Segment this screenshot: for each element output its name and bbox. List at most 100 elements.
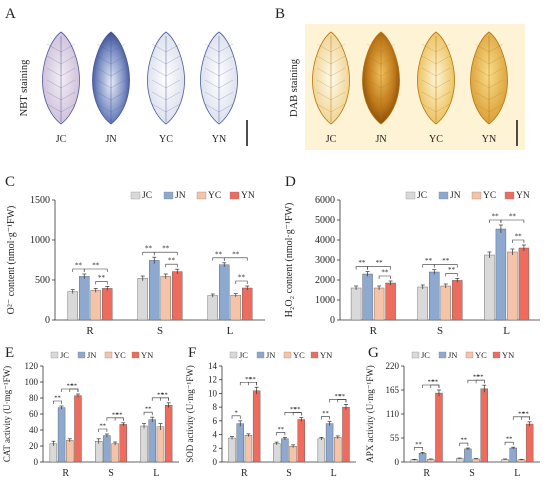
bar-JN-S <box>149 260 160 321</box>
y-tick-label: 60 <box>29 409 39 419</box>
legend-swatch-YC <box>471 191 482 200</box>
legend-swatch-YN <box>229 191 240 200</box>
legend-swatch-JN <box>256 351 265 359</box>
leaf-label-YN: YN <box>212 134 226 145</box>
bar-JC-L <box>207 295 218 321</box>
legend-swatch-YN <box>504 191 515 200</box>
panel-letter-G: G <box>368 345 379 361</box>
legend: JC JN YC YN <box>130 191 255 201</box>
bracket-line <box>445 273 458 277</box>
leaf-vein <box>151 55 167 65</box>
panel-letter-C: C <box>5 174 15 190</box>
legend-label-JN: JN <box>450 191 461 201</box>
bar-JN-S <box>103 435 111 463</box>
bracket-line <box>475 379 485 384</box>
leaf-vein <box>165 79 181 89</box>
leaf-vein <box>435 43 451 53</box>
bar-JN-R <box>236 423 244 463</box>
leaf-label-JC: JC <box>326 134 337 145</box>
bracket-line <box>248 381 257 386</box>
bar-JN-L <box>495 228 507 321</box>
leaf-label-YC: YC <box>159 134 173 145</box>
significance-stars: ** <box>492 213 500 221</box>
leaf-vein <box>474 55 490 65</box>
x-tick-label-S: S <box>286 468 292 479</box>
legend-label-YC: YC <box>293 350 305 360</box>
panel-letter-D: D <box>285 174 296 190</box>
significance-bracket: ** <box>500 213 525 223</box>
bar-JN-S <box>429 271 440 321</box>
leaf-vein <box>60 43 76 53</box>
y-tick-label: 500 <box>35 275 50 286</box>
bar-JC-L <box>140 425 148 463</box>
bar-YN-R <box>74 395 82 463</box>
leaf-vein <box>421 79 437 89</box>
legend-label-JN: JN <box>87 350 96 360</box>
significance-bracket: ** <box>475 374 485 384</box>
x-tick-label-S: S <box>469 468 475 479</box>
leaf-vein <box>110 67 126 77</box>
bar-JC-L <box>484 254 495 321</box>
bracket-line <box>321 416 330 420</box>
leaf-label-JN: JN <box>375 134 386 145</box>
leaf-vein <box>60 67 76 77</box>
bar-YC-S <box>111 443 119 463</box>
significance-bracket: ** <box>445 266 458 277</box>
significance-bracket: ** <box>83 262 108 272</box>
significance-bracket: ** <box>521 410 530 420</box>
significance-stars: ** <box>522 410 529 417</box>
bracket-line <box>235 280 248 284</box>
leaf-vein <box>204 67 220 77</box>
leaf-JN <box>362 31 400 125</box>
leaf-vein <box>46 67 62 77</box>
leaf-vein <box>204 43 220 53</box>
leaf-vein <box>151 43 167 53</box>
bracket-line <box>414 447 423 451</box>
bar-YN-S <box>297 419 305 463</box>
leaf-label-YN: YN <box>482 134 496 145</box>
significance-bracket: ** <box>69 383 79 392</box>
significance-stars: ** <box>168 257 176 265</box>
bar-YN-S <box>119 424 128 463</box>
leaf-vein <box>488 67 504 77</box>
leaf-vein <box>204 103 220 113</box>
significance-stars: ** <box>518 410 525 417</box>
bracket-line <box>231 415 241 419</box>
leaf-vein <box>46 43 62 53</box>
significance-stars: ** <box>232 250 240 258</box>
significance-bracket: ** <box>153 245 178 256</box>
leaf-label-JC: JC <box>56 134 67 145</box>
side-label-A: NBT staining <box>19 59 30 116</box>
bracket-line <box>53 400 62 404</box>
leaf-vein <box>316 67 332 77</box>
legend-swatch-YC <box>465 351 474 359</box>
leaf-vein <box>380 43 396 53</box>
leaf-vein <box>474 103 490 113</box>
legend-swatch-JN <box>77 351 86 359</box>
significance-bracket: ** <box>337 393 347 403</box>
significance-stars: ** <box>335 393 342 400</box>
bracket-line <box>69 388 79 392</box>
leaf-vein <box>218 67 234 77</box>
significance-stars: ** <box>339 393 346 400</box>
legend: JC JN YC YN <box>50 350 153 360</box>
legend-label-JC: JC <box>60 350 69 360</box>
photo-panel-B: B DAB staining JC JN YC YN <box>275 6 525 150</box>
leaf-vein <box>46 55 62 65</box>
leaf-vein <box>165 103 181 113</box>
y-tick-label: 4 <box>213 430 218 440</box>
legend: JC JN YC YN <box>405 191 530 201</box>
bracket-line <box>459 442 469 447</box>
legend-swatch-YN <box>131 351 140 359</box>
leaf-vein <box>151 67 167 77</box>
leaf-vein <box>366 55 382 65</box>
x-tick-label-R: R <box>86 325 94 337</box>
bar-YC-R <box>244 435 253 463</box>
legend-label-JC: JC <box>239 350 248 360</box>
side-label-B: DAB staining <box>289 58 300 117</box>
bar-YN-R <box>435 392 443 463</box>
legend-swatch-JC <box>229 351 238 359</box>
leaf-vein <box>204 79 220 89</box>
bracket-line <box>143 411 153 416</box>
leaf-vein <box>218 43 234 53</box>
